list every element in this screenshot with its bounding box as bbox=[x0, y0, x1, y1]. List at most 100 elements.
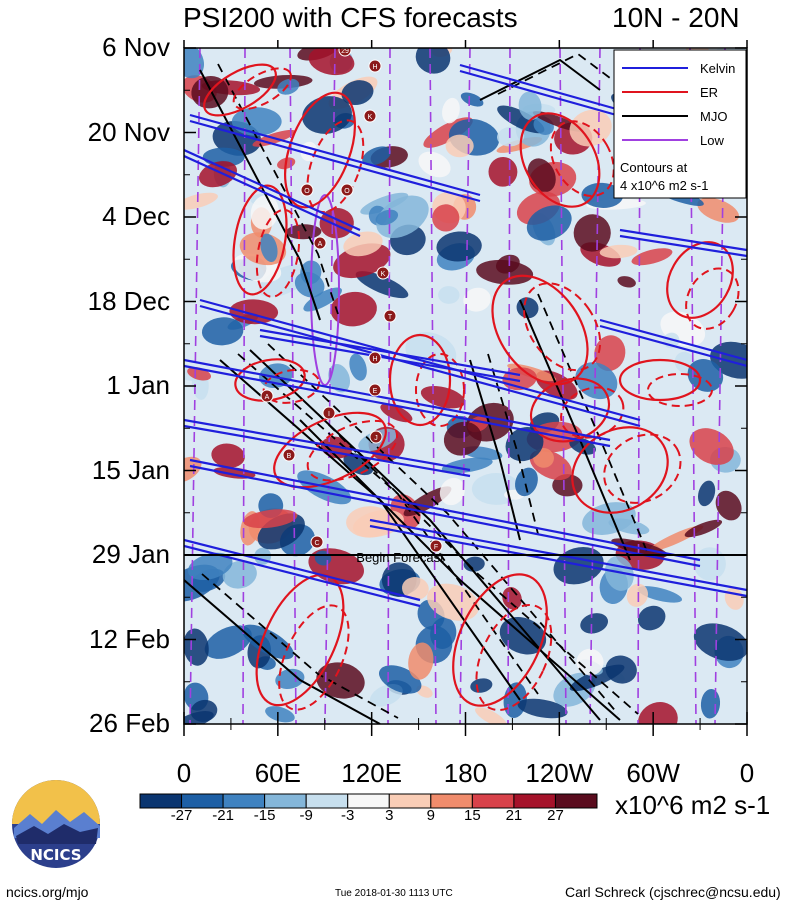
x-tick-label: 0 bbox=[176, 758, 192, 788]
low-contour bbox=[387, 48, 391, 724]
kelvin-contour bbox=[599, 324, 747, 368]
colorbar-tick-label: -15 bbox=[253, 807, 276, 824]
colorbar-swatch bbox=[139, 793, 183, 809]
anomaly-blob bbox=[463, 287, 491, 312]
anomaly-blob bbox=[715, 490, 742, 521]
anomaly-blob bbox=[260, 233, 278, 263]
event-marker bbox=[313, 236, 327, 250]
anomaly-blob bbox=[204, 625, 252, 659]
anomaly-blob bbox=[637, 702, 678, 724]
event-marker-label: H bbox=[372, 356, 377, 363]
colorbar-tick-label: 27 bbox=[547, 807, 564, 824]
anomaly-blob bbox=[349, 353, 367, 381]
anomaly-blob bbox=[710, 341, 747, 379]
anomaly-blob bbox=[330, 291, 377, 327]
y-tick-label: 20 Nov bbox=[87, 116, 170, 147]
y-tick-label: 1 Jan bbox=[106, 370, 170, 400]
colorbar-tick-label: -9 bbox=[299, 807, 313, 824]
er-contour bbox=[284, 91, 356, 209]
kelvin-contours bbox=[184, 63, 747, 608]
colorbar-swatch bbox=[264, 793, 307, 809]
kelvin-contour bbox=[459, 63, 621, 112]
y-tick-label: 4 Dec bbox=[102, 201, 170, 231]
kelvin-contour bbox=[599, 318, 747, 362]
event-marker-label: C bbox=[314, 540, 319, 547]
anomaly-blob bbox=[403, 486, 452, 517]
mjo-contour bbox=[201, 573, 399, 719]
anomaly-blob bbox=[258, 264, 311, 298]
anomaly-blob bbox=[362, 146, 392, 166]
anomaly-blob bbox=[697, 480, 716, 507]
chart-region: 10N - 20N bbox=[612, 2, 740, 33]
anomaly-blob bbox=[265, 706, 295, 723]
event-marker bbox=[368, 59, 382, 73]
mjo-contours bbox=[184, 52, 649, 724]
anomaly-blob bbox=[187, 552, 233, 581]
anomaly-blob bbox=[302, 96, 352, 134]
anomaly-blob bbox=[415, 48, 451, 74]
footer-url[interactable]: ncics.org/mjo bbox=[6, 884, 89, 900]
anomaly-blob bbox=[243, 509, 298, 529]
event-marker bbox=[282, 448, 296, 462]
anomaly-blob bbox=[443, 421, 482, 456]
colorbar-swatch bbox=[554, 793, 598, 809]
er-contour bbox=[203, 63, 277, 117]
anomaly-blob bbox=[470, 678, 493, 693]
anomaly-blob bbox=[442, 97, 460, 124]
colorbar-swatch bbox=[222, 793, 266, 809]
er-contour bbox=[273, 411, 387, 489]
mjo-contour bbox=[299, 419, 621, 721]
er-contour bbox=[647, 373, 713, 407]
anomaly-blob bbox=[576, 648, 604, 676]
low-contour bbox=[559, 48, 567, 724]
er-contour bbox=[618, 358, 702, 402]
er-contour bbox=[523, 282, 602, 372]
event-marker-label: K bbox=[381, 271, 386, 278]
anomaly-blob bbox=[441, 457, 493, 474]
anomaly-blob bbox=[184, 48, 205, 79]
er-contour bbox=[234, 358, 306, 402]
event-marker-label: A bbox=[318, 241, 323, 248]
event-marker bbox=[338, 48, 352, 57]
anomaly-blob bbox=[427, 583, 479, 621]
kelvin-contour bbox=[184, 364, 611, 448]
kelvin-contour bbox=[259, 334, 521, 383]
anomaly-blob bbox=[689, 428, 734, 465]
event-marker-label: H bbox=[372, 64, 377, 71]
anomaly-blob bbox=[460, 92, 484, 107]
legend-label: Low bbox=[700, 133, 724, 148]
anomaly-blob bbox=[693, 547, 726, 581]
anomaly-blob bbox=[343, 231, 383, 257]
event-marker bbox=[368, 351, 382, 365]
kelvin-contour bbox=[184, 358, 611, 442]
legend: Kelvin ER MJO Low Contours at 4 x10^6 m2 s-… bbox=[613, 49, 747, 199]
er-contour bbox=[232, 67, 292, 110]
er-contour bbox=[255, 208, 301, 298]
er-contour bbox=[685, 267, 740, 330]
event-marker-label: J bbox=[374, 435, 378, 442]
anomaly-blob bbox=[617, 276, 636, 288]
x-tick-label: 0 bbox=[739, 758, 755, 788]
event-marker-label: E bbox=[373, 388, 378, 395]
colorbar-tick-label: 9 bbox=[426, 807, 435, 824]
anomaly-blob bbox=[418, 151, 451, 178]
anomaly-blob bbox=[518, 91, 542, 121]
x-tick-label: 180 bbox=[443, 758, 488, 788]
event-marker bbox=[376, 266, 390, 280]
colorbar-swatch bbox=[181, 793, 224, 809]
anomaly-blob bbox=[580, 613, 608, 634]
anomaly-blob bbox=[401, 577, 429, 600]
anomaly-blob bbox=[517, 698, 568, 719]
event-marker-label: A bbox=[265, 394, 270, 401]
kelvin-contour bbox=[259, 328, 521, 377]
y-tick-label: 26 Feb bbox=[89, 708, 170, 738]
event-marker bbox=[300, 183, 314, 197]
anomaly-blob bbox=[569, 109, 612, 147]
kelvin-contour bbox=[184, 538, 421, 602]
anomaly-blob bbox=[201, 317, 244, 346]
anomaly-blob bbox=[408, 642, 434, 680]
kelvin-contour bbox=[459, 69, 621, 118]
colorbar-tick-label: 21 bbox=[505, 807, 523, 824]
colorbar-tick-label: -3 bbox=[341, 807, 355, 824]
y-tick-label: 29 Jan bbox=[91, 539, 170, 569]
